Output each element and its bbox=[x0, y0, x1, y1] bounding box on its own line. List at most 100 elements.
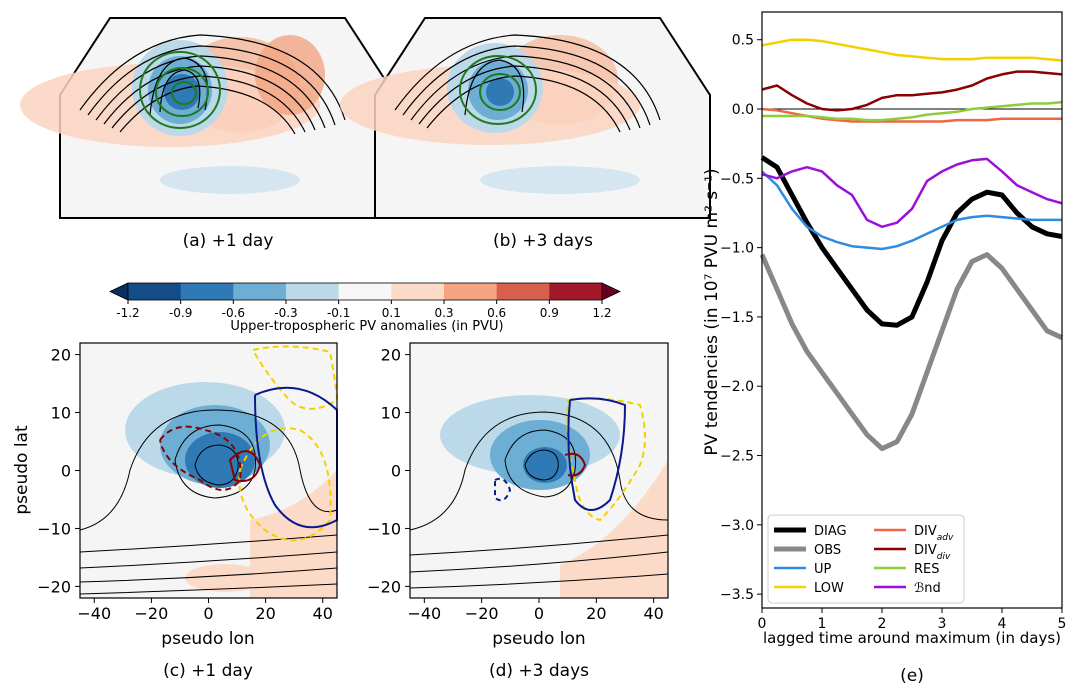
composite-ytick-label: −10 bbox=[367, 519, 401, 538]
composite-c-colored-contours bbox=[159, 345, 339, 542]
colorbar-outline bbox=[127, 282, 603, 301]
composite-c-ylabel: pseudo lat bbox=[12, 425, 32, 515]
series-line-low bbox=[761, 38, 1063, 62]
chart-xtick-label: 3 bbox=[938, 616, 947, 632]
legend-label: LOW bbox=[814, 581, 844, 596]
chart-xtick-label: 5 bbox=[1058, 616, 1067, 632]
chart-ytick-label: −3.0 bbox=[720, 518, 754, 534]
legend-box bbox=[767, 514, 965, 604]
colorbar-tick-label: 1.2 bbox=[592, 306, 611, 320]
colorbar-segment bbox=[444, 283, 498, 300]
map-panel-a bbox=[20, 17, 396, 219]
chart-ytick-label: 0.5 bbox=[732, 33, 754, 49]
series-line-obs bbox=[759, 252, 1064, 452]
composite-panel-c: −40 −20 0 20 40 20 10 0 −10 −20 bbox=[37, 342, 339, 623]
chart-ytick-label: −3.5 bbox=[720, 587, 754, 603]
colorbar-tick-label: -0.6 bbox=[222, 306, 245, 320]
composite-xtick-label: −40 bbox=[407, 604, 441, 623]
chart-plot-area bbox=[762, 12, 1062, 608]
chart-xtick-label: 1 bbox=[818, 616, 827, 632]
colorbar: -1.2 -0.9 -0.6 -0.3 -0.1 0.1 0.3 0.6 0.9 1.2 bbox=[109, 282, 621, 320]
colorbar-tick-label: -0.1 bbox=[327, 306, 350, 320]
colorbar-segment bbox=[549, 283, 603, 300]
composite-xtick-label: 0 bbox=[203, 604, 213, 623]
caption-e: (e) bbox=[900, 666, 924, 684]
composite-panel-d: −40 −20 0 20 40 20 10 0 −10 −20 bbox=[367, 342, 669, 623]
composite-xtick-label: 20 bbox=[255, 604, 275, 623]
composite-ytick-label: 10 bbox=[51, 404, 71, 423]
chart-frame bbox=[761, 11, 1063, 609]
map-b-green-contours bbox=[459, 55, 537, 125]
colorbar-tick-label: 0.1 bbox=[382, 306, 401, 320]
composite-ytick-label: 20 bbox=[381, 346, 401, 365]
legend-label: UP bbox=[814, 562, 832, 577]
colorbar-label: Upper-tropospheric PV anomalies (in PVU) bbox=[230, 319, 503, 334]
composite-xtick-label: 20 bbox=[586, 604, 606, 623]
composite-xtick-label: −20 bbox=[465, 604, 499, 623]
colorbar-tick-label: -1.2 bbox=[116, 306, 139, 320]
composite-xtick-label: 0 bbox=[534, 604, 544, 623]
caption-c: (c) +1 day bbox=[163, 661, 253, 681]
map-a-green-contours bbox=[139, 51, 221, 129]
colorbar-segment bbox=[128, 283, 182, 300]
chart-ytick-label: −2.0 bbox=[720, 379, 754, 395]
composite-ytick-label: 10 bbox=[381, 404, 401, 423]
colorbar-tick-label: -0.9 bbox=[169, 306, 192, 320]
series-line-up bbox=[761, 170, 1062, 251]
chart-ytick-label: 0.0 bbox=[732, 102, 754, 118]
legend-label: OBS bbox=[814, 543, 841, 558]
composite-ytick-label: 20 bbox=[51, 346, 71, 365]
colorbar-tick-label: -0.3 bbox=[274, 306, 297, 320]
map-a-contours bbox=[79, 34, 346, 135]
chart-ytick-label: −1.5 bbox=[720, 310, 754, 326]
colorbar-segment bbox=[496, 283, 550, 300]
caption-b: (b) +3 days bbox=[493, 231, 593, 251]
series-line-div-div bbox=[761, 70, 1063, 112]
composite-ytick-label: −10 bbox=[37, 519, 71, 538]
caption-a: (a) +1 day bbox=[183, 231, 274, 251]
chart-ylabel: PV tendencies (in 10⁷ PVU m² s⁻¹) bbox=[702, 168, 722, 455]
composite-d-contours bbox=[409, 411, 669, 589]
colorbar-segment bbox=[180, 283, 234, 300]
colorbar-tick-label: 0.3 bbox=[434, 306, 453, 320]
chart-ytick-label: −2.5 bbox=[720, 449, 754, 465]
series-line-bnd bbox=[761, 157, 1063, 229]
colorbar-extend-low bbox=[109, 282, 129, 301]
chart-xtick-label: 2 bbox=[878, 616, 887, 632]
legend-label: RES bbox=[914, 562, 940, 577]
composite-ytick-label: 0 bbox=[391, 462, 401, 481]
composite-c-xlabel: pseudo lon bbox=[161, 629, 254, 649]
chart-xtick-label: 4 bbox=[998, 616, 1007, 632]
composite-xtick-label: −40 bbox=[77, 604, 111, 623]
colorbar-segment bbox=[338, 283, 392, 300]
legend-label: ℬnd bbox=[914, 581, 941, 596]
composite-ytick-label: −20 bbox=[367, 577, 401, 596]
composite-c-ticks: −40 −20 0 20 40 20 10 0 −10 −20 bbox=[37, 346, 333, 623]
map-b-contours bbox=[394, 34, 661, 133]
composite-xtick-label: 40 bbox=[313, 604, 333, 623]
series-line-res bbox=[762, 100, 1063, 122]
colorbar-extend-high bbox=[601, 282, 621, 301]
chart-xlabel: lagged time around maximum (in days) bbox=[763, 629, 1061, 647]
colorbar-tick-label: 0.9 bbox=[540, 306, 559, 320]
map-panel-b bbox=[340, 17, 711, 219]
composite-xtick-label: −20 bbox=[135, 604, 169, 623]
composite-ytick-label: −20 bbox=[37, 577, 71, 596]
composite-d-ticks: −40 −20 0 20 40 20 10 0 −10 −20 bbox=[367, 346, 664, 623]
legend-label: DIAG bbox=[814, 524, 847, 539]
composite-xtick-label: 40 bbox=[643, 604, 663, 623]
composite-d-colored-contours bbox=[494, 397, 646, 522]
chart-ytick-label: −1.0 bbox=[720, 241, 754, 257]
composite-ytick-label: 0 bbox=[61, 462, 71, 481]
colorbar-segment bbox=[391, 283, 445, 300]
composite-d-xlabel: pseudo lon bbox=[492, 629, 585, 649]
chart-xtick-label: 0 bbox=[758, 616, 767, 632]
colorbar-segment bbox=[286, 283, 340, 300]
chart-ytick-label: −0.5 bbox=[720, 171, 754, 187]
colorbar-segment bbox=[233, 283, 287, 300]
colorbar-tick-label: 0.6 bbox=[487, 306, 506, 320]
line-chart: 0 1 2 3 4 5 0.5 0.0 −0.5 −1.0 −1.5 −2.0 −2.5 −3.0 −3.5… bbox=[720, 11, 1067, 632]
caption-d: (d) +3 days bbox=[489, 661, 589, 681]
